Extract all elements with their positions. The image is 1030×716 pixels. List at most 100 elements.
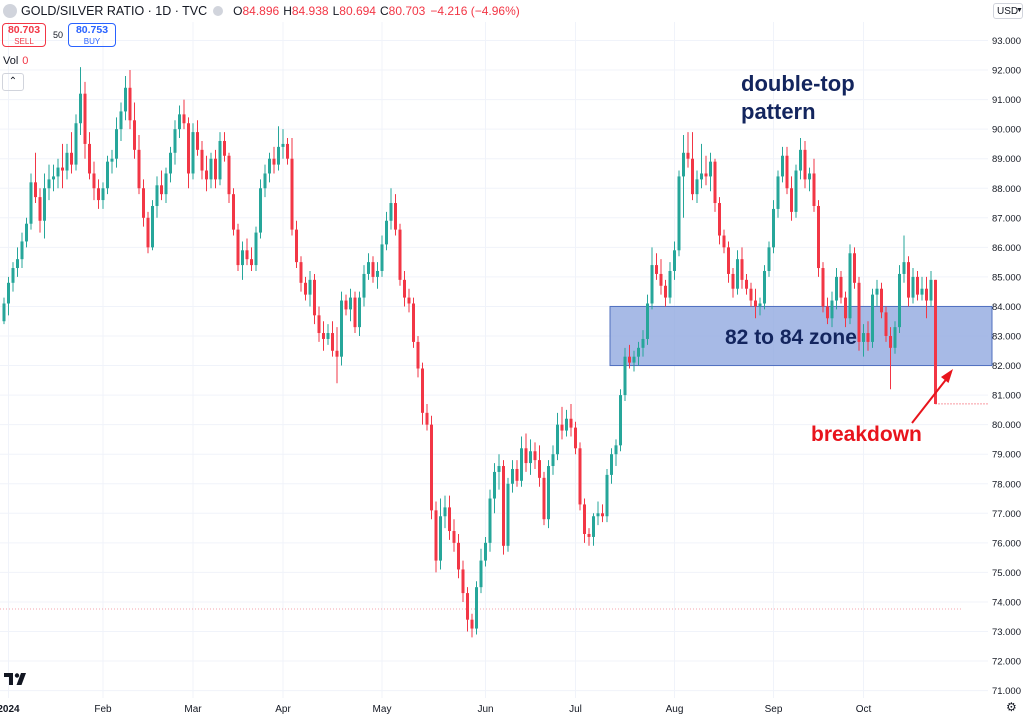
symbol-title[interactable]: GOLD/SILVER RATIO · 1D · TVC <box>21 4 208 18</box>
candle-body <box>317 315 321 334</box>
candle-body <box>488 498 492 543</box>
candle-body <box>43 188 46 221</box>
candle-body <box>902 262 906 274</box>
candle-body <box>880 288 883 313</box>
candle-body <box>128 87 132 121</box>
x-axis[interactable]: 2024 Feb Mar Apr May Jun Jul Aug Sep Oct <box>0 704 871 715</box>
candle-body <box>7 282 10 304</box>
candle-body <box>106 161 109 189</box>
candle-body <box>776 176 780 209</box>
candle-body <box>2 303 6 322</box>
candle-body <box>371 262 375 277</box>
volume-legend: Vol 0 <box>3 55 28 67</box>
candle-body <box>718 203 721 236</box>
candle-body <box>857 282 861 342</box>
candle-body <box>281 143 285 147</box>
candle-body <box>16 259 19 269</box>
candle-body <box>848 253 852 319</box>
candle-body <box>704 173 708 177</box>
candle-body <box>331 333 334 351</box>
candle-body <box>268 158 271 174</box>
candle-body <box>259 188 262 233</box>
support-zone-box <box>609 305 993 367</box>
candle-body <box>731 273 735 289</box>
open-label: O <box>233 4 243 18</box>
candle-body <box>583 504 586 534</box>
candle-body <box>925 288 928 301</box>
candle-body <box>538 460 541 478</box>
candle-body <box>475 587 478 629</box>
candle-body <box>313 279 316 316</box>
y-tick-label: 93.000 <box>992 36 1021 47</box>
close-value: 80.703 <box>388 4 426 18</box>
candle-body <box>326 333 330 339</box>
candle-body <box>632 356 636 363</box>
candle-body <box>569 418 573 428</box>
candle-body <box>767 247 771 271</box>
candle-body <box>295 229 298 263</box>
settings-gear-icon[interactable]: ⚙ <box>1006 700 1017 714</box>
y-tick-label: 90.000 <box>992 125 1021 136</box>
candle-body <box>497 466 501 472</box>
candle-body <box>772 208 775 248</box>
symbol-logo-icon <box>3 4 17 18</box>
candle-body <box>385 220 388 245</box>
candles-group <box>2 67 937 638</box>
candle-body <box>646 303 649 339</box>
candle-body <box>83 93 87 144</box>
currency-selector[interactable]: USD <box>993 3 1023 19</box>
candle-body <box>889 336 892 348</box>
candle-body <box>182 114 186 124</box>
candle-body <box>245 250 249 260</box>
chart-header: GOLD/SILVER RATIO · 1D · TVC O 84.896 H 84… <box>0 0 522 22</box>
y-axis[interactable]: 93.000 92.000 91.000 90.000 89.000 88.000 87.0… <box>992 36 1021 697</box>
candle-body <box>223 140 226 156</box>
candle-body <box>52 176 55 180</box>
candle-body <box>398 229 402 280</box>
x-tick-label: 2024 <box>0 704 20 715</box>
candle-body <box>493 471 496 499</box>
candle-body <box>664 285 667 298</box>
candle-body <box>619 395 622 446</box>
y-tick-label: 91.000 <box>992 95 1021 106</box>
y-tick-label: 77.000 <box>992 509 1021 520</box>
sell-button[interactable]: 80.703 SELL <box>2 23 46 47</box>
tradingview-logo-icon[interactable] <box>3 671 29 687</box>
candle-body <box>340 300 343 357</box>
candle-body <box>38 197 42 221</box>
candle-body <box>214 158 217 180</box>
candle-body <box>556 424 559 455</box>
breakdown-arrow-head <box>941 369 953 383</box>
candle-body <box>610 454 613 475</box>
buy-button[interactable]: 80.753 BUY <box>68 23 116 47</box>
candle-body <box>506 483 510 546</box>
candle-body <box>934 279 937 404</box>
low-label: L <box>332 4 340 18</box>
candle-body <box>781 155 784 177</box>
candle-body <box>736 259 739 289</box>
candle-body <box>623 356 627 396</box>
candle-body <box>614 445 618 455</box>
candle-body <box>817 205 820 269</box>
candle-body <box>452 531 456 543</box>
candle-body <box>673 250 676 271</box>
x-tick-label: Mar <box>184 704 202 715</box>
candle-body <box>322 333 325 339</box>
candle-body <box>578 448 582 505</box>
collapse-legend-button[interactable]: ⌃ <box>2 73 24 91</box>
close-label: C <box>379 4 389 18</box>
high-label: H <box>283 4 292 18</box>
candle-body <box>637 347 640 357</box>
candle-body <box>682 152 685 177</box>
candle-body <box>808 173 811 180</box>
candle-body <box>79 93 82 124</box>
x-tick-label: Apr <box>275 704 291 715</box>
candle-body <box>20 241 24 260</box>
y-tick-label: 79.000 <box>992 450 1021 461</box>
candle-body <box>470 619 474 629</box>
candle-body <box>403 279 406 298</box>
candle-body <box>232 194 235 230</box>
chevron-up-icon: ⌃ <box>8 76 18 87</box>
candle-body <box>565 418 568 431</box>
